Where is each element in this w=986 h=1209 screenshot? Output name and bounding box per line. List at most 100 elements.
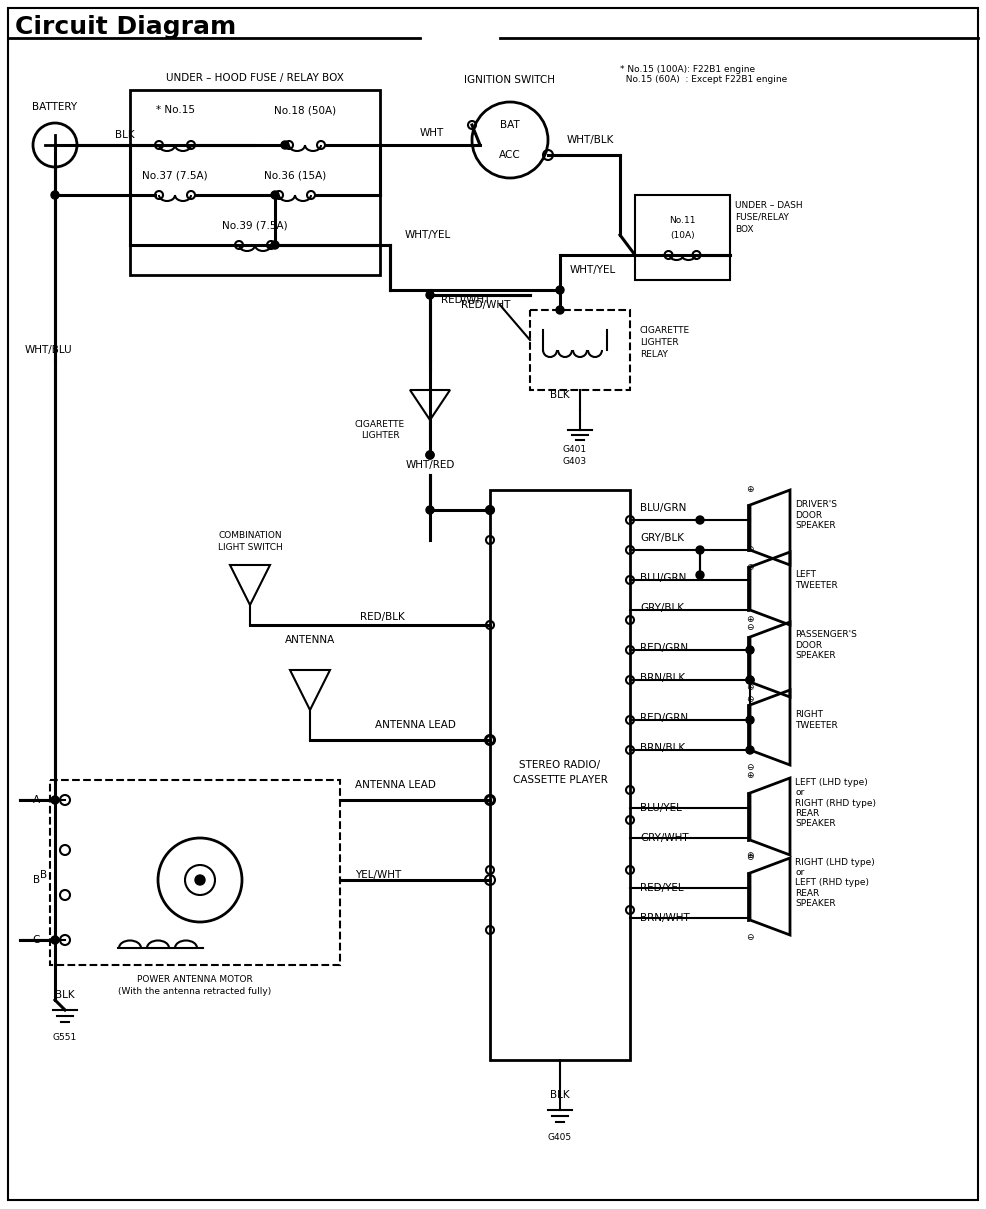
Text: No.37 (7.5A): No.37 (7.5A) [142,170,208,180]
Text: ANTENNA LEAD: ANTENNA LEAD [375,721,456,730]
Circle shape [426,451,434,459]
Text: WHT/YEL: WHT/YEL [404,230,451,241]
Text: FUSE/RELAY: FUSE/RELAY [735,213,788,221]
Circle shape [51,191,59,199]
Text: BLK: BLK [549,391,569,400]
Circle shape [695,546,703,554]
Text: RIGHT
TWEETER: RIGHT TWEETER [794,711,837,730]
Text: B: B [39,870,47,880]
Text: ⊕: ⊕ [745,683,753,693]
Text: GRY/BLK: GRY/BLK [639,533,683,543]
Text: CASSETTE PLAYER: CASSETTE PLAYER [512,775,606,785]
Text: ⊕: ⊕ [745,615,753,625]
Text: ANTENNA: ANTENNA [285,635,335,644]
Text: ⊕: ⊕ [745,771,753,781]
Text: ⊖: ⊖ [745,695,753,705]
Text: WHT/RED: WHT/RED [405,459,455,470]
Text: LIGHTER: LIGHTER [639,337,678,347]
Circle shape [745,676,753,684]
Text: G401: G401 [562,445,587,455]
Text: ⊕: ⊕ [745,486,753,494]
Circle shape [426,291,434,299]
Text: GRY/BLK: GRY/BLK [639,603,683,613]
Circle shape [695,516,703,523]
Text: RELAY: RELAY [639,349,668,359]
Text: ⊕: ⊕ [745,545,753,555]
Text: WHT/YEL: WHT/YEL [570,265,615,274]
Text: UNDER – DASH: UNDER – DASH [735,201,802,209]
Circle shape [555,306,563,314]
Bar [529,310,629,391]
Text: CIGARETTE
LIGHTER: CIGARETTE LIGHTER [355,421,404,440]
Text: UNDER – HOOD FUSE / RELAY BOX: UNDER – HOOD FUSE / RELAY BOX [166,73,343,83]
Circle shape [745,646,753,654]
Text: IGNITION SWITCH: IGNITION SWITCH [464,75,555,85]
Text: * No.15: * No.15 [156,105,194,115]
Circle shape [271,191,279,199]
Text: BRN/WHT: BRN/WHT [639,913,689,922]
Text: DRIVER'S
DOOR
SPEAKER: DRIVER'S DOOR SPEAKER [794,501,836,530]
Text: RED/WHT: RED/WHT [460,300,510,310]
Circle shape [51,796,59,804]
Text: RED/GRN: RED/GRN [639,713,687,723]
Text: ⊖: ⊖ [745,563,753,573]
Text: No.39 (7.5A): No.39 (7.5A) [222,220,288,230]
Text: No.36 (15A): No.36 (15A) [263,170,325,180]
Text: BLK: BLK [115,131,134,140]
Text: * No.15 (100A): F22B1 engine
  No.15 (60A)  : Except F22B1 engine: * No.15 (100A): F22B1 engine No.15 (60A)… [619,65,787,85]
Text: LIGHT SWITCH: LIGHT SWITCH [217,544,282,553]
Text: BLK: BLK [549,1091,569,1100]
Text: GRY/WHT: GRY/WHT [639,833,688,843]
Text: BRN/BLK: BRN/BLK [639,673,684,683]
Bar [130,89,380,274]
Text: WHT/BLK: WHT/BLK [566,135,613,145]
Circle shape [485,507,494,514]
Text: YEL/WHT: YEL/WHT [355,870,401,880]
Text: PASSENGER'S
DOOR
SPEAKER: PASSENGER'S DOOR SPEAKER [794,630,856,660]
Text: No.11: No.11 [669,215,695,225]
Text: WHT/BLU: WHT/BLU [25,345,73,355]
Text: WHT: WHT [420,128,444,138]
Circle shape [695,571,703,579]
Text: ⊖: ⊖ [745,933,753,943]
Text: ANTENNA LEAD: ANTENNA LEAD [355,780,436,789]
Circle shape [426,451,434,459]
Text: ⊖: ⊖ [745,624,753,632]
Text: BRN/BLK: BRN/BLK [639,744,684,753]
Text: BATTERY: BATTERY [33,102,78,112]
Text: RED/WHT: RED/WHT [440,295,489,305]
Circle shape [555,287,563,294]
Text: G405: G405 [547,1134,572,1143]
Text: BOX: BOX [735,225,752,233]
Text: LEFT
TWEETER: LEFT TWEETER [794,571,837,590]
Bar [634,195,730,280]
Text: STEREO RADIO/: STEREO RADIO/ [519,760,599,770]
Text: G551: G551 [53,1034,77,1042]
Text: (With the antenna retracted fully): (With the antenna retracted fully) [118,988,271,996]
Circle shape [195,875,205,885]
Text: G403: G403 [562,457,587,467]
Text: POWER ANTENNA MOTOR: POWER ANTENNA MOTOR [137,976,252,984]
Text: BLK: BLK [55,990,75,1000]
Text: BLU/YEL: BLU/YEL [639,803,681,812]
Circle shape [426,507,434,514]
Text: COMBINATION: COMBINATION [218,531,282,539]
Text: BAT: BAT [500,120,520,131]
Bar [489,490,629,1060]
Text: LEFT (LHD type)
or
RIGHT (RHD type)
REAR
SPEAKER: LEFT (LHD type) or RIGHT (RHD type) REAR… [794,777,876,828]
Circle shape [745,676,753,684]
Text: (10A): (10A) [669,231,694,239]
Text: CIGARETTE: CIGARETTE [639,325,689,335]
Text: RED/BLK: RED/BLK [360,612,404,621]
Text: ACC: ACC [499,150,521,160]
Text: No.18 (50A): No.18 (50A) [274,105,335,115]
Circle shape [271,241,279,249]
Circle shape [51,936,59,944]
Bar [50,780,339,965]
Text: A: A [33,796,40,805]
Text: ⊖: ⊖ [745,764,753,773]
Text: BLU/GRN: BLU/GRN [639,573,685,583]
Circle shape [281,141,289,149]
Text: C: C [33,935,40,945]
Text: RIGHT (LHD type)
or
LEFT (RHD type)
REAR
SPEAKER: RIGHT (LHD type) or LEFT (RHD type) REAR… [794,857,874,908]
